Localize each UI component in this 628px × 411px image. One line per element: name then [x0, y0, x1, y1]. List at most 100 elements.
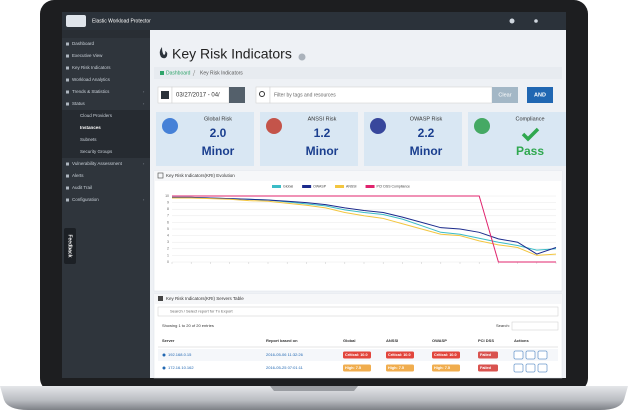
table-info: Showing 1 to 20 of 20 entries [162, 323, 214, 328]
submenu-bg [62, 146, 150, 158]
column-header: Actions [514, 338, 529, 343]
menu-item[interactable]: Security Groups [80, 149, 113, 154]
badge [478, 351, 498, 359]
table-search[interactable] [157, 306, 559, 317]
badge-label: Critical: 10.0 [388, 353, 411, 357]
menu-icon [66, 78, 69, 82]
menu-item[interactable]: Audit Trail [72, 185, 92, 190]
server-icon [162, 366, 166, 370]
feedback-tab[interactable] [64, 228, 76, 264]
menu-caret: ‹ [143, 197, 145, 202]
chart-title: Key Risk Indicators(KRI) Evolution [166, 173, 235, 178]
server-link[interactable]: 172.16.10.162 [168, 365, 194, 370]
column-header: Global [343, 338, 355, 343]
submenu-bg [62, 110, 150, 122]
menu-item[interactable]: Executive View [72, 53, 103, 58]
table-panel-header [154, 294, 562, 304]
legend-swatch [335, 185, 345, 188]
submenu-bg [62, 134, 150, 146]
kpi-label: OWASP Risk [410, 116, 443, 122]
base-notch [270, 386, 358, 391]
logo [66, 15, 86, 27]
breadcrumb-bar [154, 67, 562, 79]
badge-label: Failed [480, 366, 492, 370]
feedback-label[interactable]: Feedback [67, 234, 73, 257]
y-tick-label: 1 [167, 253, 169, 257]
y-tick-label: 5 [167, 227, 169, 231]
and-button[interactable] [527, 87, 553, 103]
laptop-base [0, 386, 628, 410]
menu-icon [66, 162, 69, 166]
date-button[interactable] [229, 87, 245, 103]
badge-label: Failed [480, 353, 492, 357]
menu-icon [66, 66, 69, 70]
y-tick-label: 6 [167, 220, 169, 224]
kpi-level: Minor [306, 144, 339, 158]
menu-item[interactable]: Key Risk Indicators [72, 65, 111, 70]
menu-item[interactable]: Dashboard [72, 41, 95, 46]
calendar-icon [161, 91, 169, 99]
search-icon [259, 91, 265, 97]
menu-icon [66, 174, 69, 178]
user-icon[interactable] [509, 18, 515, 24]
legend-swatch [302, 185, 312, 188]
legend-swatch [365, 185, 375, 188]
menu-item[interactable]: Cloud Providers [80, 113, 113, 118]
action-button[interactable] [525, 363, 536, 373]
kpi-level: Pass [516, 144, 544, 158]
menu-item[interactable]: Configuration [72, 197, 99, 202]
menu-icon [66, 186, 69, 190]
column-header: PCI DSS [478, 338, 494, 343]
menu-item[interactable]: Instances [80, 125, 101, 130]
y-tick-label: 9 [167, 201, 169, 205]
menu-item[interactable]: Trends & Statistics [72, 89, 110, 94]
report-date[interactable]: 2016-05-25 07:01:11 [266, 365, 304, 370]
action-button[interactable] [537, 363, 548, 373]
menu-item[interactable]: Vulnerability Assessment [72, 161, 123, 166]
menu-item[interactable]: Status [72, 101, 86, 106]
fire-icon [159, 47, 168, 59]
action-button[interactable] [525, 350, 536, 360]
menu-item[interactable]: Alerts [72, 173, 84, 178]
date-range[interactable]: 03/27/2017 - 04/ [176, 93, 220, 99]
menu-item[interactable]: Workload Analytics [72, 77, 111, 82]
badge [478, 364, 498, 372]
menu-item[interactable]: Subnets [80, 137, 97, 142]
table-search-placeholder[interactable]: Search / Select report for Tx Export [170, 309, 234, 314]
badge-label: Critical: 10.0 [434, 353, 457, 357]
home-icon [160, 71, 164, 75]
table-search-input[interactable] [511, 321, 559, 331]
help-icon[interactable] [298, 53, 306, 61]
breadcrumb-separator [192, 69, 196, 77]
filter-placeholder[interactable]: Filter by tags and resources [274, 92, 336, 98]
clear-label[interactable]: Clear [498, 92, 511, 98]
badge [343, 351, 371, 359]
search-icon-box [255, 86, 271, 104]
breadcrumb-link[interactable]: Dashboard [166, 70, 191, 76]
and-label[interactable]: AND [534, 92, 546, 98]
action-button[interactable] [537, 350, 548, 360]
clear-button[interactable] [492, 87, 518, 103]
kpi-value: 2.2 [418, 126, 435, 140]
legend-label: Global [283, 184, 293, 188]
menu-icon [66, 198, 69, 202]
action-button[interactable] [513, 363, 524, 373]
menu-caret: ‹ [143, 89, 145, 94]
kpi-value: 1.2 [314, 126, 331, 140]
legend-label: OWASP [313, 184, 327, 188]
server-icon [162, 353, 166, 357]
y-tick-label: 2 [167, 247, 169, 251]
kpi-level: Minor [202, 144, 235, 158]
server-link[interactable]: 192.168.0.15 [168, 352, 192, 357]
kpi-value: 2.0 [210, 126, 227, 140]
action-button[interactable] [513, 350, 524, 360]
menu-caret: ‹ [143, 101, 145, 106]
kpi-level: Minor [410, 144, 443, 158]
sidebar [62, 30, 150, 378]
y-tick-label: 8 [167, 207, 169, 211]
menu-icon[interactable] [534, 19, 538, 23]
report-date[interactable]: 2016-05-06 11:32:26 [266, 352, 304, 357]
menu-icon [66, 102, 69, 106]
kpi-label: ANSSI Risk [308, 116, 337, 122]
